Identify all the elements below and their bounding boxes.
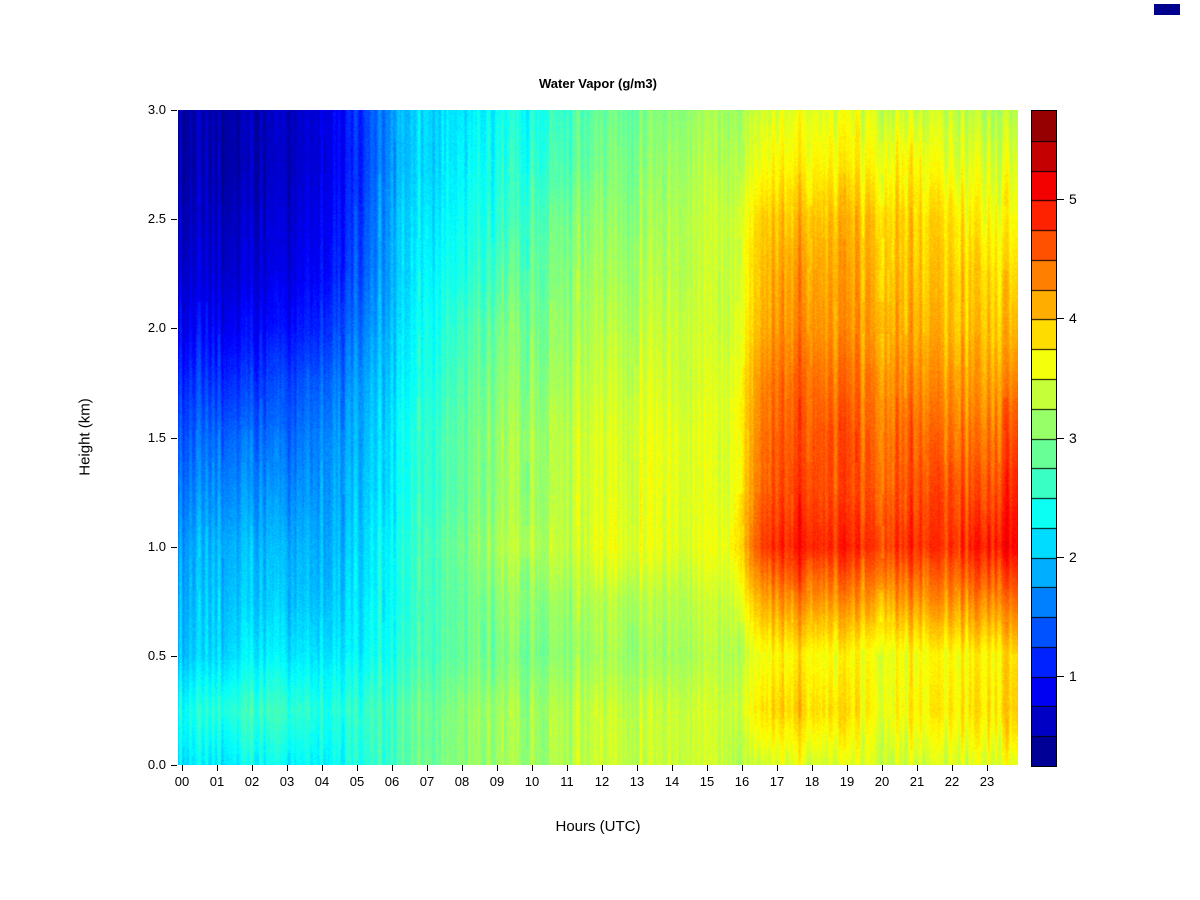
x-tick-mark — [462, 765, 463, 771]
x-tick-label: 10 — [524, 774, 540, 789]
y-tick-label: 1.5 — [147, 429, 166, 445]
colorbar-tick-label: 4 — [1069, 310, 1077, 327]
x-tick-label: 13 — [629, 774, 645, 789]
colorbar-tick-label: 2 — [1069, 548, 1077, 565]
colorbar-tick-label: 5 — [1069, 191, 1077, 208]
x-tick-label: 11 — [560, 774, 574, 789]
colorbar-tick-mark — [1057, 675, 1064, 677]
x-tick-mark — [847, 765, 848, 771]
x-tick-mark — [322, 765, 323, 771]
colorbar-tick-mark — [1057, 318, 1064, 320]
x-tick-mark — [777, 765, 778, 771]
y-axis-label: Height (km) — [76, 398, 94, 476]
colorbar-tick-mark — [1057, 199, 1064, 201]
x-tick-label: 14 — [664, 774, 680, 789]
x-tick-label: 19 — [839, 774, 855, 789]
heatmap-canvas — [178, 110, 1018, 765]
colorbar-canvas — [1032, 111, 1056, 766]
y-tick-mark — [171, 110, 177, 111]
colorbar — [1031, 110, 1057, 767]
x-tick-label: 18 — [804, 774, 820, 789]
y-tick-label: 3.0 — [147, 102, 166, 117]
x-tick-label: 17 — [769, 774, 785, 789]
x-tick-label: 15 — [699, 774, 715, 789]
y-tick-label: 0.0 — [147, 757, 166, 772]
x-axis-label: Hours (UTC) — [555, 818, 641, 835]
heatmap-plot — [178, 110, 1018, 765]
x-tick-mark — [637, 765, 638, 771]
x-tick-label: 08 — [454, 774, 470, 789]
x-tick-label: 00 — [174, 774, 190, 789]
x-tick-mark — [427, 765, 428, 771]
x-tick-label: 20 — [874, 774, 890, 789]
x-tick-mark — [707, 765, 708, 771]
x-tick-mark — [182, 765, 183, 771]
x-tick-mark — [532, 765, 533, 771]
corner-swatch — [1154, 4, 1180, 15]
chart-title: Water Vapor (g/m3) — [539, 76, 657, 91]
x-tick-label: 07 — [419, 774, 435, 789]
x-tick-mark — [497, 765, 498, 771]
x-tick-mark — [952, 765, 953, 771]
x-tick-label: 01 — [209, 774, 225, 789]
y-tick-label: 2.5 — [147, 211, 166, 227]
x-tick-mark — [812, 765, 813, 771]
x-tick-label: 12 — [594, 774, 610, 789]
x-tick-mark — [672, 765, 673, 771]
y-tick-mark — [171, 219, 177, 221]
x-tick-label: 22 — [944, 774, 960, 789]
x-tick-mark — [987, 765, 988, 771]
x-tick-label: 21 — [909, 774, 925, 789]
x-tick-label: 03 — [279, 774, 295, 789]
x-tick-mark — [567, 765, 568, 771]
x-tick-mark — [602, 765, 603, 771]
y-tick-mark — [171, 546, 177, 548]
x-tick-mark — [392, 765, 393, 771]
x-tick-mark — [287, 765, 288, 771]
x-tick-mark — [217, 765, 218, 771]
y-tick-label: 1.0 — [147, 538, 166, 554]
y-tick-mark — [171, 765, 177, 766]
y-tick-mark — [171, 437, 177, 439]
y-tick-mark — [171, 655, 177, 657]
colorbar-tick-label: 1 — [1069, 667, 1077, 684]
x-tick-mark — [357, 765, 358, 771]
x-tick-label: 02 — [244, 774, 260, 789]
x-tick-mark — [742, 765, 743, 771]
colorbar-tick-mark — [1057, 556, 1064, 558]
x-tick-mark — [882, 765, 883, 771]
x-tick-mark — [917, 765, 918, 771]
colorbar-tick-mark — [1057, 437, 1064, 439]
x-tick-label: 04 — [314, 774, 330, 789]
y-tick-label: 0.5 — [147, 647, 166, 663]
x-tick-label: 09 — [489, 774, 505, 789]
y-tick-mark — [171, 328, 177, 330]
x-tick-label: 23 — [979, 774, 995, 789]
x-tick-label: 05 — [349, 774, 365, 789]
x-tick-label: 06 — [384, 774, 400, 789]
x-tick-mark — [252, 765, 253, 771]
x-tick-label: 16 — [734, 774, 750, 789]
colorbar-tick-label: 3 — [1069, 429, 1077, 446]
y-tick-label: 2.0 — [147, 320, 166, 336]
